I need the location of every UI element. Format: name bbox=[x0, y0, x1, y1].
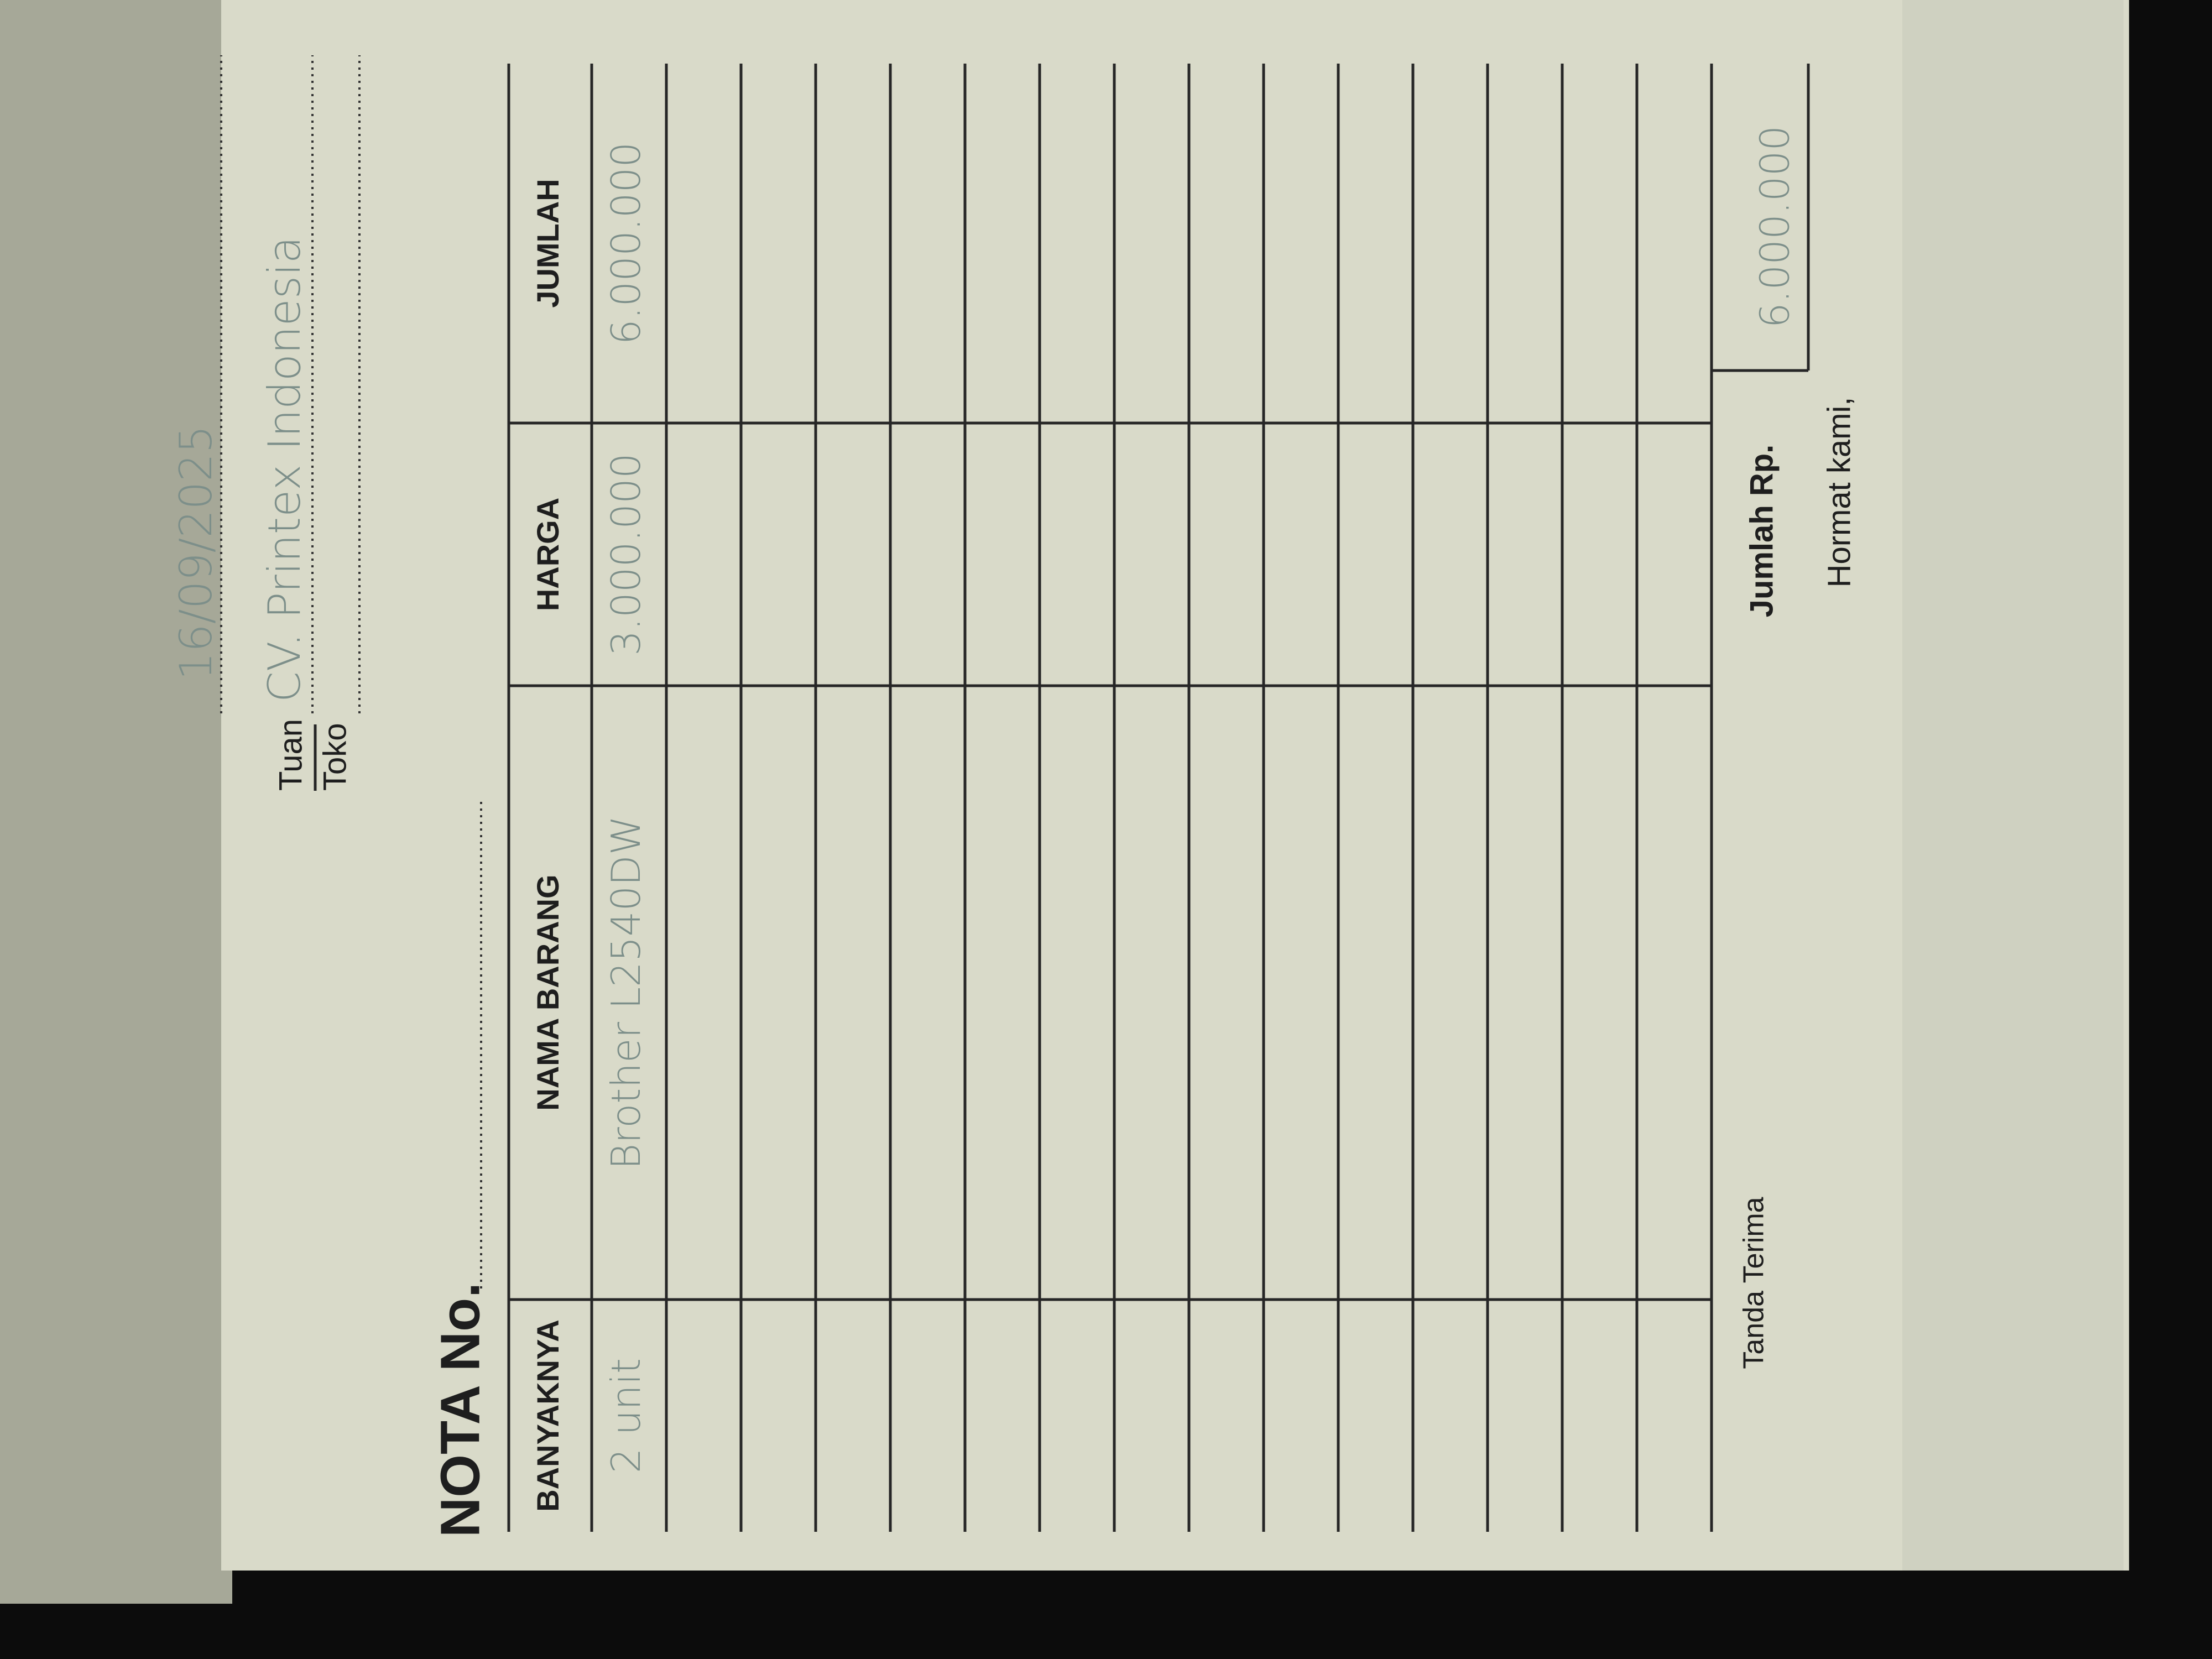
toko-label: Toko bbox=[317, 723, 353, 791]
hormat: Hormat kami, bbox=[1821, 397, 1857, 588]
underlying-page bbox=[0, 0, 232, 1604]
nota-label: NOTA No. bbox=[429, 1282, 491, 1537]
cell: 2 unit bbox=[603, 1358, 649, 1473]
cell: Brother L2540DW bbox=[603, 816, 649, 1170]
column-header: BANYAKNYA bbox=[530, 1319, 565, 1512]
total-value: 6.000.000 bbox=[1752, 126, 1798, 328]
tanda-terima: Tanda Terima bbox=[1738, 1197, 1770, 1369]
column-header: NAMA BARANG bbox=[530, 874, 565, 1110]
cell: 6.000.000 bbox=[603, 142, 649, 345]
cell: 3.000.000 bbox=[603, 453, 649, 655]
customer: CV. Printex Indonesia bbox=[259, 236, 310, 702]
total-label: Jumlah Rp. bbox=[1744, 445, 1780, 618]
table: BANYAKNYA NAMA BARANG HARGA JUMLAH 2 unit Bro… bbox=[507, 64, 1713, 1532]
column-header: HARGA bbox=[530, 498, 565, 611]
tuan-label: Tuan bbox=[273, 719, 309, 791]
paper-shadow bbox=[1902, 0, 2124, 1571]
form: NOTA No. 16/09/2025 Tuan Toko CV. Printe… bbox=[170, 55, 1857, 1537]
paper bbox=[221, 0, 2129, 1571]
date: 16/09/2025 bbox=[170, 425, 222, 680]
column-header: JUMLAH bbox=[530, 179, 565, 307]
